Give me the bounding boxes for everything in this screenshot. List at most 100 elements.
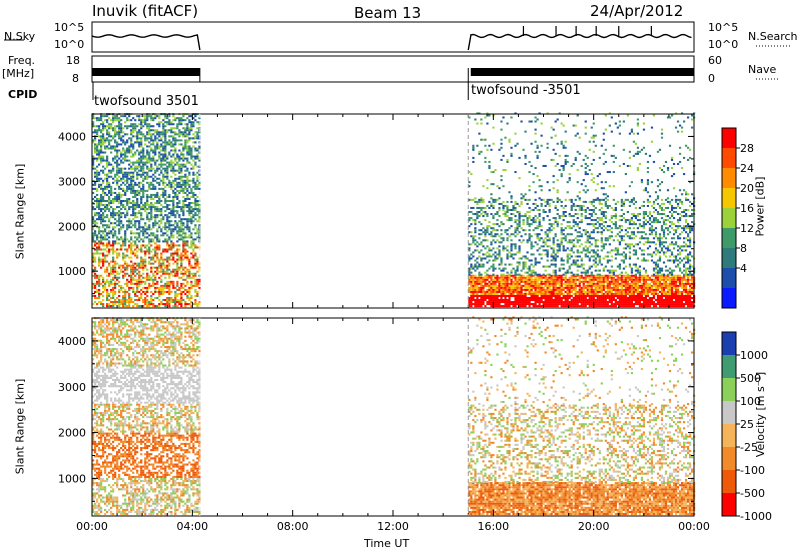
data-cell bbox=[170, 149, 173, 152]
data-cell bbox=[138, 236, 141, 239]
data-cell bbox=[524, 261, 527, 264]
data-cell bbox=[126, 212, 129, 215]
data-cell bbox=[132, 179, 135, 182]
data-cell bbox=[164, 115, 167, 118]
data-cell bbox=[610, 288, 613, 291]
data-cell bbox=[166, 248, 169, 251]
data-cell bbox=[500, 282, 503, 285]
data-cell bbox=[526, 251, 529, 254]
data-cell bbox=[632, 278, 635, 281]
data-cell bbox=[674, 282, 678, 285]
data-cell bbox=[124, 244, 127, 247]
data-cell bbox=[96, 238, 99, 241]
data-cell bbox=[524, 301, 527, 304]
data-cell bbox=[520, 276, 523, 279]
data-cell bbox=[502, 274, 505, 277]
data-cell bbox=[142, 185, 145, 188]
data-cell bbox=[532, 296, 535, 300]
data-cell bbox=[660, 303, 664, 306]
data-cell bbox=[106, 175, 109, 178]
data-cell bbox=[138, 262, 141, 265]
data-cell bbox=[176, 212, 179, 215]
data-cell bbox=[578, 284, 581, 287]
data-cell bbox=[164, 238, 167, 241]
data-cell bbox=[102, 216, 105, 219]
data-cell bbox=[530, 282, 533, 285]
data-cell bbox=[132, 204, 135, 207]
data-cell bbox=[170, 143, 173, 146]
data-cell bbox=[160, 252, 163, 255]
data-cell bbox=[642, 276, 646, 279]
data-cell bbox=[102, 127, 105, 130]
data-cell bbox=[92, 282, 95, 285]
data-cell bbox=[470, 257, 473, 260]
data-cell bbox=[652, 294, 656, 297]
data-cell bbox=[654, 288, 658, 291]
data-cell bbox=[188, 149, 191, 152]
data-cell bbox=[156, 240, 159, 243]
data-cell bbox=[468, 274, 471, 277]
data-cell bbox=[152, 206, 155, 209]
data-cell bbox=[96, 179, 99, 182]
data-cell bbox=[120, 131, 123, 134]
data-cell bbox=[168, 183, 171, 186]
data-cell bbox=[576, 278, 579, 281]
data-cell bbox=[490, 303, 493, 306]
data-cell bbox=[154, 260, 157, 263]
data-cell bbox=[148, 301, 151, 304]
data-cell bbox=[100, 169, 103, 172]
data-cell bbox=[96, 280, 99, 283]
data-cell bbox=[178, 303, 181, 306]
data-cell bbox=[536, 208, 539, 211]
data-cell bbox=[176, 204, 179, 207]
data-cell bbox=[112, 272, 115, 275]
data-cell bbox=[194, 246, 197, 249]
data-cell bbox=[164, 147, 167, 150]
data-cell bbox=[102, 248, 105, 251]
data-cell bbox=[108, 299, 111, 302]
data-cell bbox=[196, 228, 199, 231]
data-cell bbox=[102, 123, 105, 126]
data-cell bbox=[130, 125, 133, 128]
data-cell bbox=[130, 155, 133, 158]
data-cell bbox=[590, 278, 593, 281]
data-cell bbox=[496, 296, 499, 300]
data-cell bbox=[142, 276, 145, 279]
data-cell bbox=[174, 210, 177, 213]
data-cell bbox=[116, 181, 119, 184]
data-cell bbox=[196, 264, 199, 267]
data-cell bbox=[138, 226, 141, 229]
data-cell bbox=[576, 290, 579, 293]
data-cell bbox=[120, 123, 123, 126]
data-cell bbox=[160, 212, 163, 215]
data-cell bbox=[180, 262, 183, 265]
data-cell bbox=[110, 214, 113, 217]
data-cell bbox=[156, 165, 159, 168]
data-cell bbox=[120, 119, 123, 122]
data-cell bbox=[138, 145, 141, 148]
data-cell bbox=[510, 269, 513, 272]
data-cell bbox=[182, 183, 185, 186]
data-cell bbox=[124, 206, 127, 209]
data-cell bbox=[496, 211, 499, 214]
data-cell bbox=[588, 292, 591, 295]
data-cell bbox=[482, 278, 485, 281]
data-cell bbox=[174, 292, 177, 295]
data-cell bbox=[114, 260, 117, 263]
data-cell bbox=[592, 274, 595, 277]
data-cell bbox=[578, 286, 581, 289]
data-cell bbox=[196, 232, 199, 235]
data-cell bbox=[524, 286, 527, 289]
data-cell bbox=[136, 139, 139, 142]
data-cell bbox=[96, 187, 99, 190]
data-cell bbox=[104, 288, 107, 291]
data-cell bbox=[478, 303, 481, 306]
data-cell bbox=[608, 299, 611, 302]
data-cell bbox=[166, 244, 169, 247]
data-cell bbox=[648, 278, 652, 281]
data-cell bbox=[168, 139, 171, 142]
data-cell bbox=[624, 301, 627, 304]
data-cell bbox=[142, 161, 145, 164]
data-cell bbox=[164, 167, 167, 170]
data-cell bbox=[96, 175, 99, 178]
